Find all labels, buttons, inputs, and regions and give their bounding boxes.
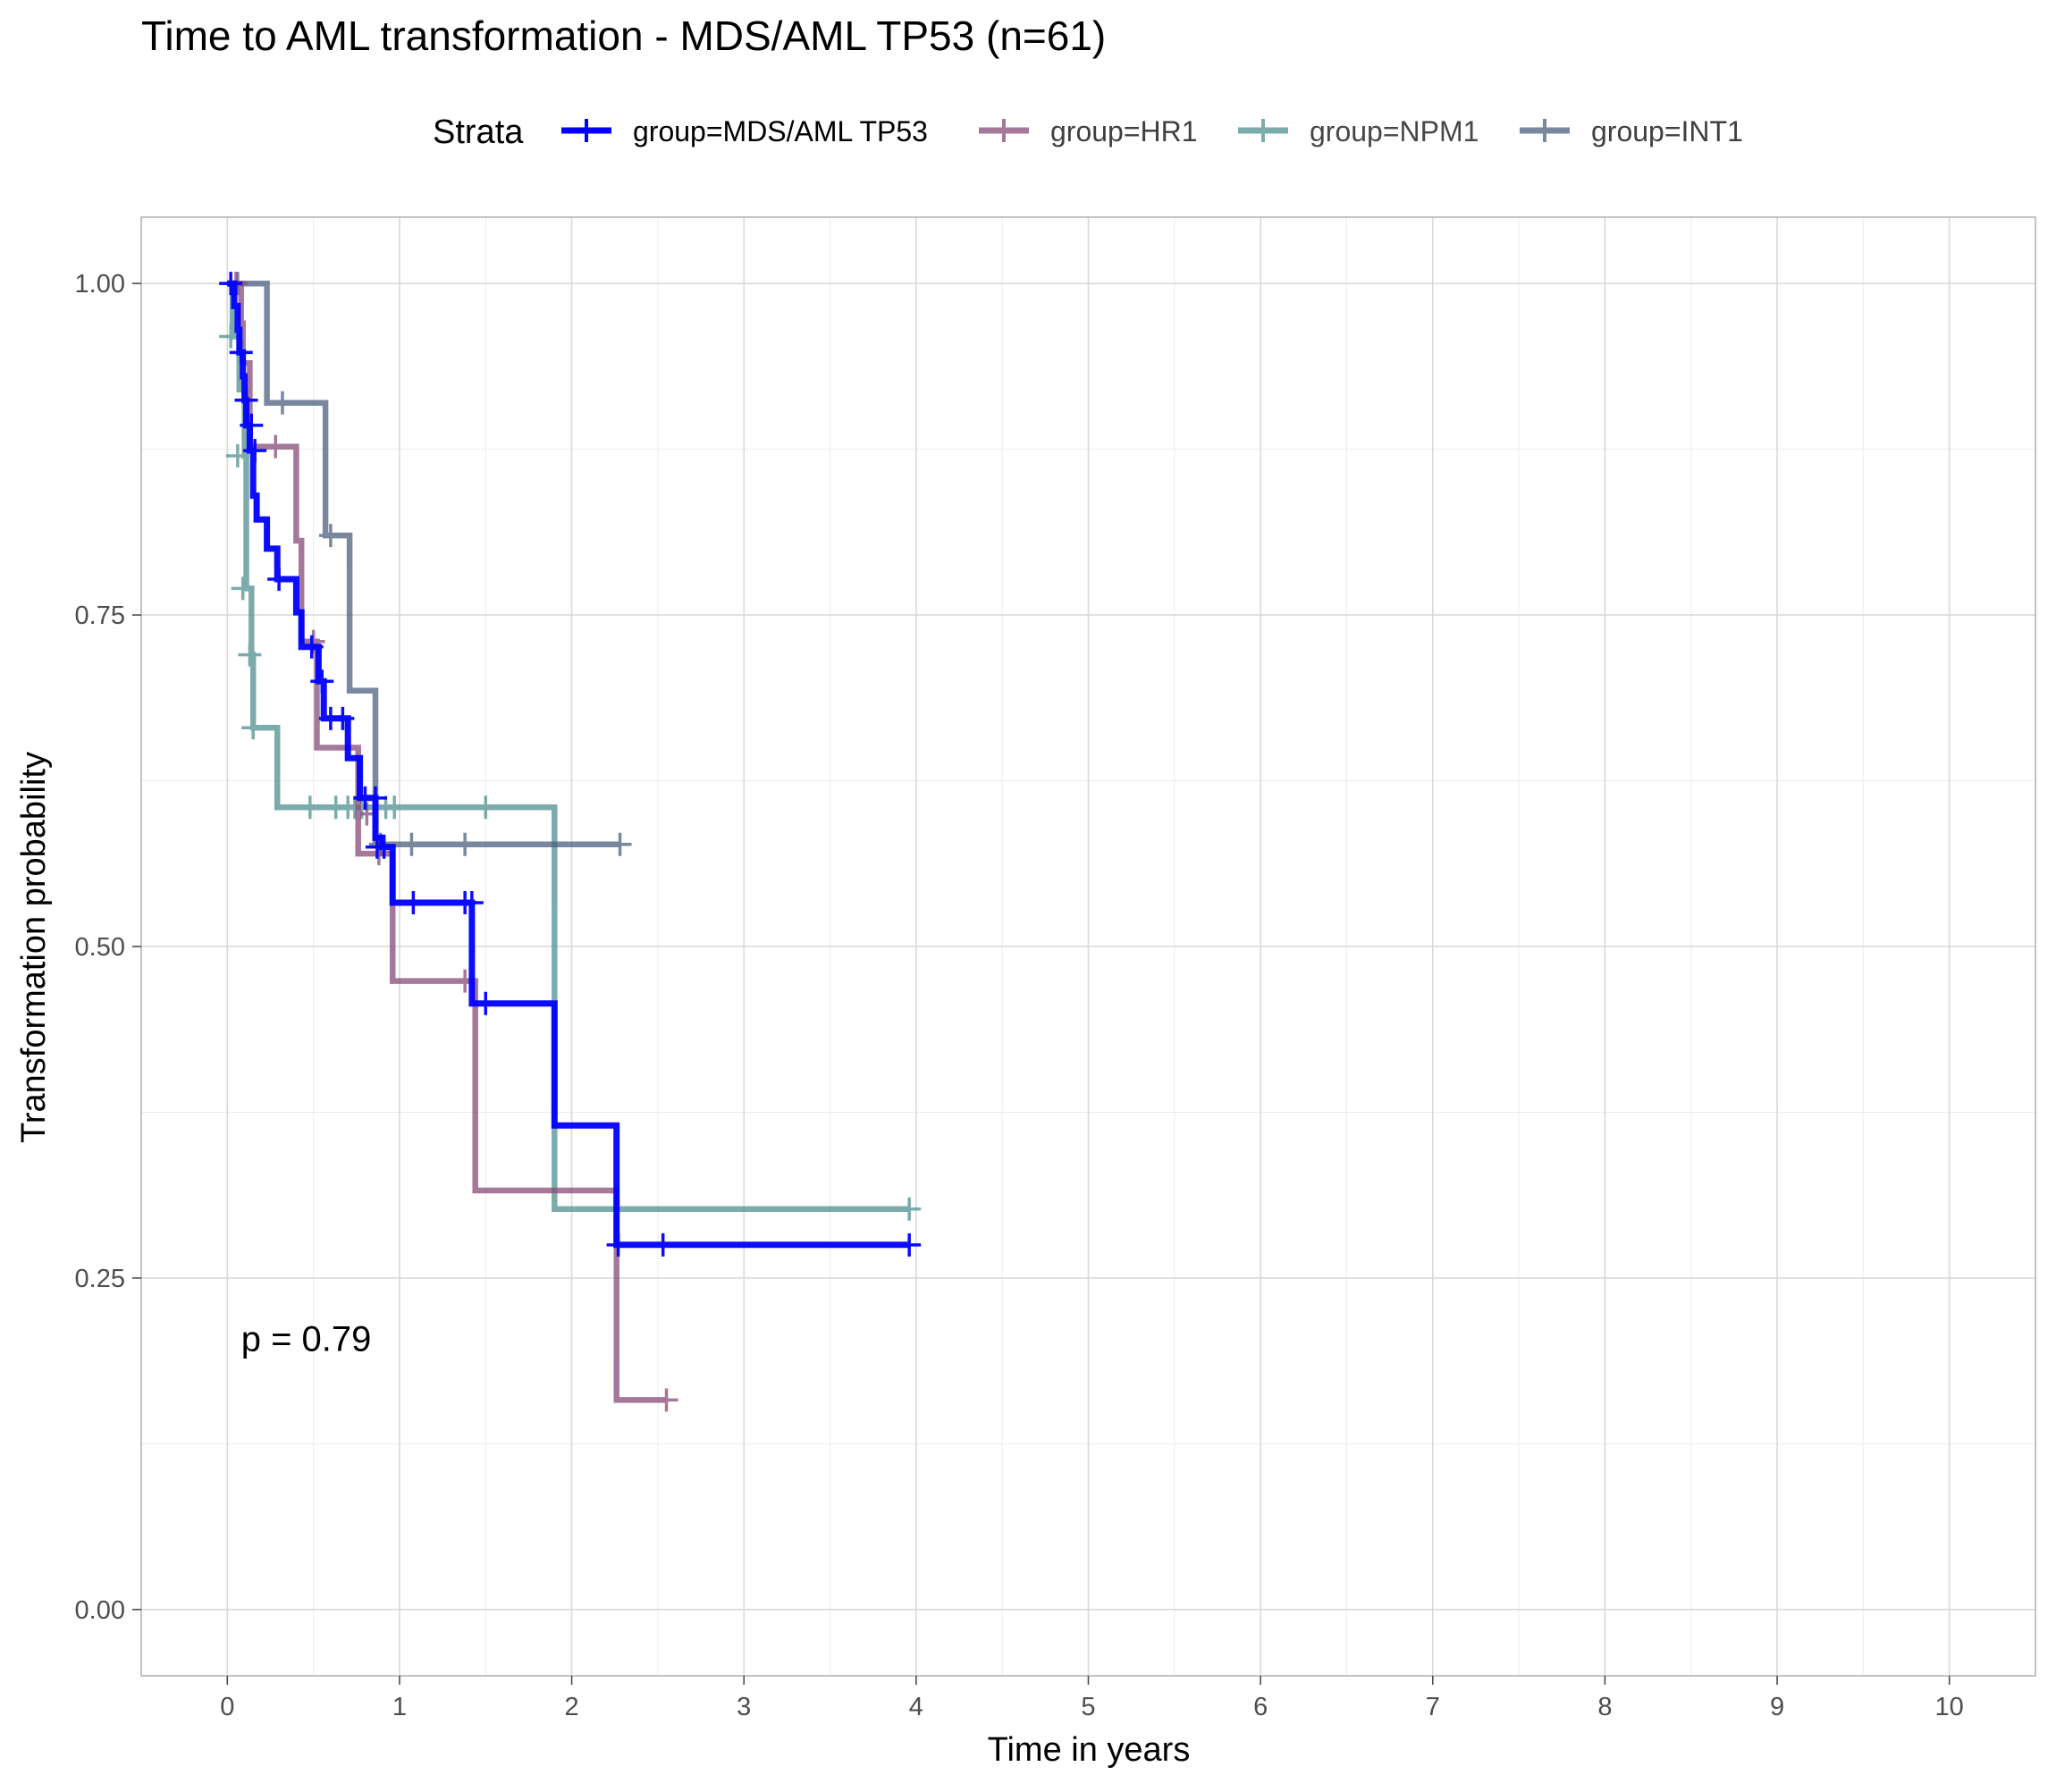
censor-mark-series-1 [234, 388, 258, 412]
x-tick-label: 7 [1426, 1693, 1440, 1721]
y-tick-label: 0.00 [75, 1596, 125, 1625]
y-tick-label: 0.25 [75, 1265, 125, 1293]
censor-mark-series-4 [318, 524, 342, 548]
x-tick-label: 5 [1081, 1693, 1095, 1721]
legend-label-2: group=HR1 [1050, 115, 1198, 147]
chart-title: Time to AML transformation - MDS/AML TP5… [141, 13, 1106, 59]
censor-mark-series-2 [654, 1388, 678, 1412]
censor-mark-series-3 [897, 1197, 922, 1221]
legend-label-4: group=INT1 [1591, 115, 1743, 147]
censor-mark-series-1 [372, 835, 396, 859]
x-axis-title: Time in years [988, 1731, 1191, 1769]
censor-mark-series-1 [651, 1233, 675, 1257]
censor-mark-series-1 [267, 568, 291, 592]
censor-mark-series-1 [897, 1233, 922, 1257]
censor-mark-series-1 [219, 272, 243, 296]
plot-panel: 0 1 2 3 4 5 6 7 8 9 10 0.00 0.25 0.50 0.75 1.00 p = 0.79 [75, 216, 2036, 1721]
x-tick-label: 10 [1935, 1693, 1964, 1721]
legend-label-1: group=MDS/AML TP53 [633, 115, 928, 147]
censor-mark-series-1 [243, 439, 267, 463]
censor-mark-series-3 [231, 576, 255, 601]
series-1-group [219, 272, 922, 1257]
censor-mark-series-4 [608, 832, 632, 856]
y-tick-label: 1.00 [75, 270, 125, 299]
censor-mark-series-1 [459, 891, 484, 915]
censor-mark-series-3 [225, 444, 249, 468]
censor-mark-series-1 [401, 891, 426, 915]
x-tick-label: 4 [909, 1693, 923, 1721]
censor-mark-series-2 [264, 434, 288, 459]
y-tick-label: 0.75 [75, 602, 125, 630]
x-tick-label: 9 [1770, 1693, 1784, 1721]
legend-item-1: group=MDS/AML TP53 [561, 115, 928, 147]
censor-mark-series-1 [606, 1233, 630, 1257]
y-axis-title: Transformation probability [15, 752, 53, 1143]
legend-title: Strata [433, 114, 524, 151]
censor-mark-series-4 [270, 391, 294, 415]
censor-mark-series-1 [310, 669, 334, 694]
censor-mark-series-3 [238, 643, 262, 667]
survival-curve-series-1 [227, 280, 910, 1249]
p-value-annotation: p = 0.79 [241, 1320, 372, 1359]
legend: group=MDS/AML TP53 group=HR1 group=NPM1 gro… [561, 115, 1743, 147]
censor-mark-series-1 [229, 341, 253, 365]
legend-label-3: group=NPM1 [1310, 115, 1479, 147]
censor-mark-series-1 [240, 413, 264, 437]
censor-mark-series-3 [383, 795, 407, 820]
x-tick-label: 6 [1253, 1693, 1268, 1721]
censor-mark-series-3 [298, 795, 322, 820]
legend-item-4: group=INT1 [1520, 115, 1743, 147]
x-tick-label: 2 [565, 1693, 579, 1721]
censor-mark-series-4 [400, 832, 424, 856]
censor-mark-series-1 [363, 786, 387, 810]
legend-item-2: group=HR1 [979, 115, 1198, 147]
censor-mark-series-4 [453, 832, 477, 856]
x-tick-label: 8 [1597, 1693, 1612, 1721]
censor-mark-series-1 [474, 991, 498, 1015]
y-tick-label: 0.50 [75, 933, 125, 962]
x-tick-label: 1 [392, 1693, 407, 1721]
censor-mark-series-3 [474, 795, 498, 820]
legend-item-3: group=NPM1 [1238, 115, 1479, 147]
censor-mark-series-3 [241, 716, 265, 740]
x-tick-label: 3 [737, 1693, 751, 1721]
x-tick-label: 0 [220, 1693, 234, 1721]
censor-mark-series-1 [331, 706, 355, 730]
censor-mark-series-1 [299, 635, 324, 659]
